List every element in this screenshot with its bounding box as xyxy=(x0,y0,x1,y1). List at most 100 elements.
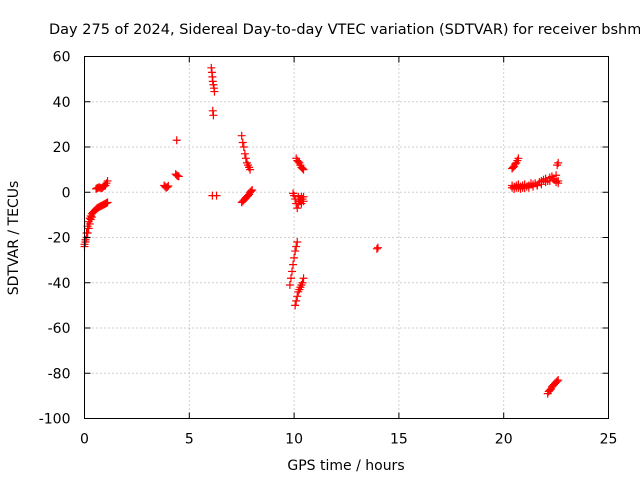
x-tick-label: 5 xyxy=(185,432,194,448)
series-arc-6b xyxy=(237,185,257,207)
data-point xyxy=(553,377,562,386)
series-arc-9 xyxy=(292,154,308,174)
y-tick-label: 40 xyxy=(53,95,71,111)
data-point xyxy=(241,154,250,163)
series-arc-14 xyxy=(543,376,563,398)
y-tick-label: 0 xyxy=(62,185,71,201)
data-point xyxy=(207,63,216,72)
data-point xyxy=(288,267,297,276)
data-point xyxy=(240,149,249,158)
data-point xyxy=(529,182,538,191)
data-point xyxy=(514,154,523,163)
data-point xyxy=(209,80,218,89)
x-tick-labels: 0 5 10 15 20 25 xyxy=(80,432,617,448)
x-axis-label: GPS time / hours xyxy=(287,458,404,474)
y-tick-label: -100 xyxy=(39,412,71,428)
data-point xyxy=(533,181,542,190)
data-point xyxy=(373,243,382,252)
data-point xyxy=(172,171,181,180)
data-point xyxy=(286,274,295,283)
series-arc-6 xyxy=(237,131,255,174)
y-tick-label: -40 xyxy=(48,276,71,292)
data-point xyxy=(554,376,563,385)
data-point xyxy=(292,296,301,305)
x-tick-label: 25 xyxy=(600,432,618,448)
chart-title: Day 275 of 2024, Sidereal Day-to-day VTE… xyxy=(49,22,640,38)
data-point xyxy=(102,199,111,208)
x-tick-label: 20 xyxy=(495,432,513,448)
data-point xyxy=(541,178,550,187)
y-tick-label: -20 xyxy=(48,231,71,247)
data-point xyxy=(514,180,523,189)
data-point xyxy=(289,260,298,269)
data-point xyxy=(237,131,246,140)
y-axis-label: SDTVAR / TECUs xyxy=(6,181,22,296)
y-tick-label: 60 xyxy=(53,50,71,66)
data-point xyxy=(292,242,301,251)
data-point xyxy=(293,204,302,213)
series-arc-12 xyxy=(508,154,523,173)
x-tick-label: 10 xyxy=(285,432,303,448)
y-tick-label: 20 xyxy=(53,140,71,156)
series-arc-7b xyxy=(289,189,308,213)
data-point xyxy=(293,238,302,247)
data-point xyxy=(290,191,299,200)
series-arc-3 xyxy=(160,181,173,192)
x-tick-label: 0 xyxy=(80,432,89,448)
data-point xyxy=(299,274,308,283)
series-arc-8 xyxy=(291,274,308,310)
data-point xyxy=(299,197,308,206)
data-point xyxy=(298,278,307,287)
series-arc-2 xyxy=(92,176,112,193)
data-point xyxy=(246,165,255,174)
data-point xyxy=(298,164,307,173)
data-point xyxy=(293,292,302,301)
data-point xyxy=(208,77,217,86)
x-tick-label: 15 xyxy=(390,432,408,448)
data-point xyxy=(299,165,308,174)
data-point xyxy=(554,179,563,188)
data-point xyxy=(164,181,173,190)
data-point xyxy=(174,172,183,181)
data-point xyxy=(208,106,217,115)
data-point xyxy=(239,143,248,151)
data-point xyxy=(172,136,181,145)
data-point xyxy=(81,238,90,247)
plot-frame xyxy=(84,56,609,419)
grid-lines xyxy=(84,56,609,419)
data-point xyxy=(285,281,294,290)
y-tick-labels: -100 -80 -60 -40 -20 0 20 40 60 xyxy=(39,50,71,428)
data-points xyxy=(80,63,563,398)
data-point xyxy=(248,185,257,194)
series-arc-10 xyxy=(372,243,382,253)
data-point xyxy=(84,224,93,233)
data-point xyxy=(85,219,94,228)
data-point xyxy=(291,301,300,310)
series-arc-4 xyxy=(171,136,183,181)
data-point xyxy=(163,183,172,192)
data-point xyxy=(552,171,561,180)
data-point xyxy=(537,180,546,189)
data-point xyxy=(545,176,554,185)
data-point xyxy=(210,87,219,96)
data-point xyxy=(524,183,533,192)
data-point xyxy=(247,187,256,196)
data-point xyxy=(209,111,218,120)
data-point xyxy=(372,244,381,253)
data-point xyxy=(103,198,112,207)
data-point xyxy=(87,213,96,222)
series-arc-11b xyxy=(508,175,563,193)
data-point xyxy=(212,191,221,200)
data-point xyxy=(554,158,563,167)
data-point xyxy=(290,253,299,262)
series-arc-5b xyxy=(208,191,221,200)
y-tick-label: -60 xyxy=(48,321,71,337)
series-arc-13 xyxy=(553,158,563,170)
series-arc-5 xyxy=(207,63,219,120)
data-point xyxy=(103,176,112,185)
y-tick-label: -80 xyxy=(48,366,71,382)
axis-ticks xyxy=(84,56,609,419)
data-point xyxy=(291,247,300,256)
